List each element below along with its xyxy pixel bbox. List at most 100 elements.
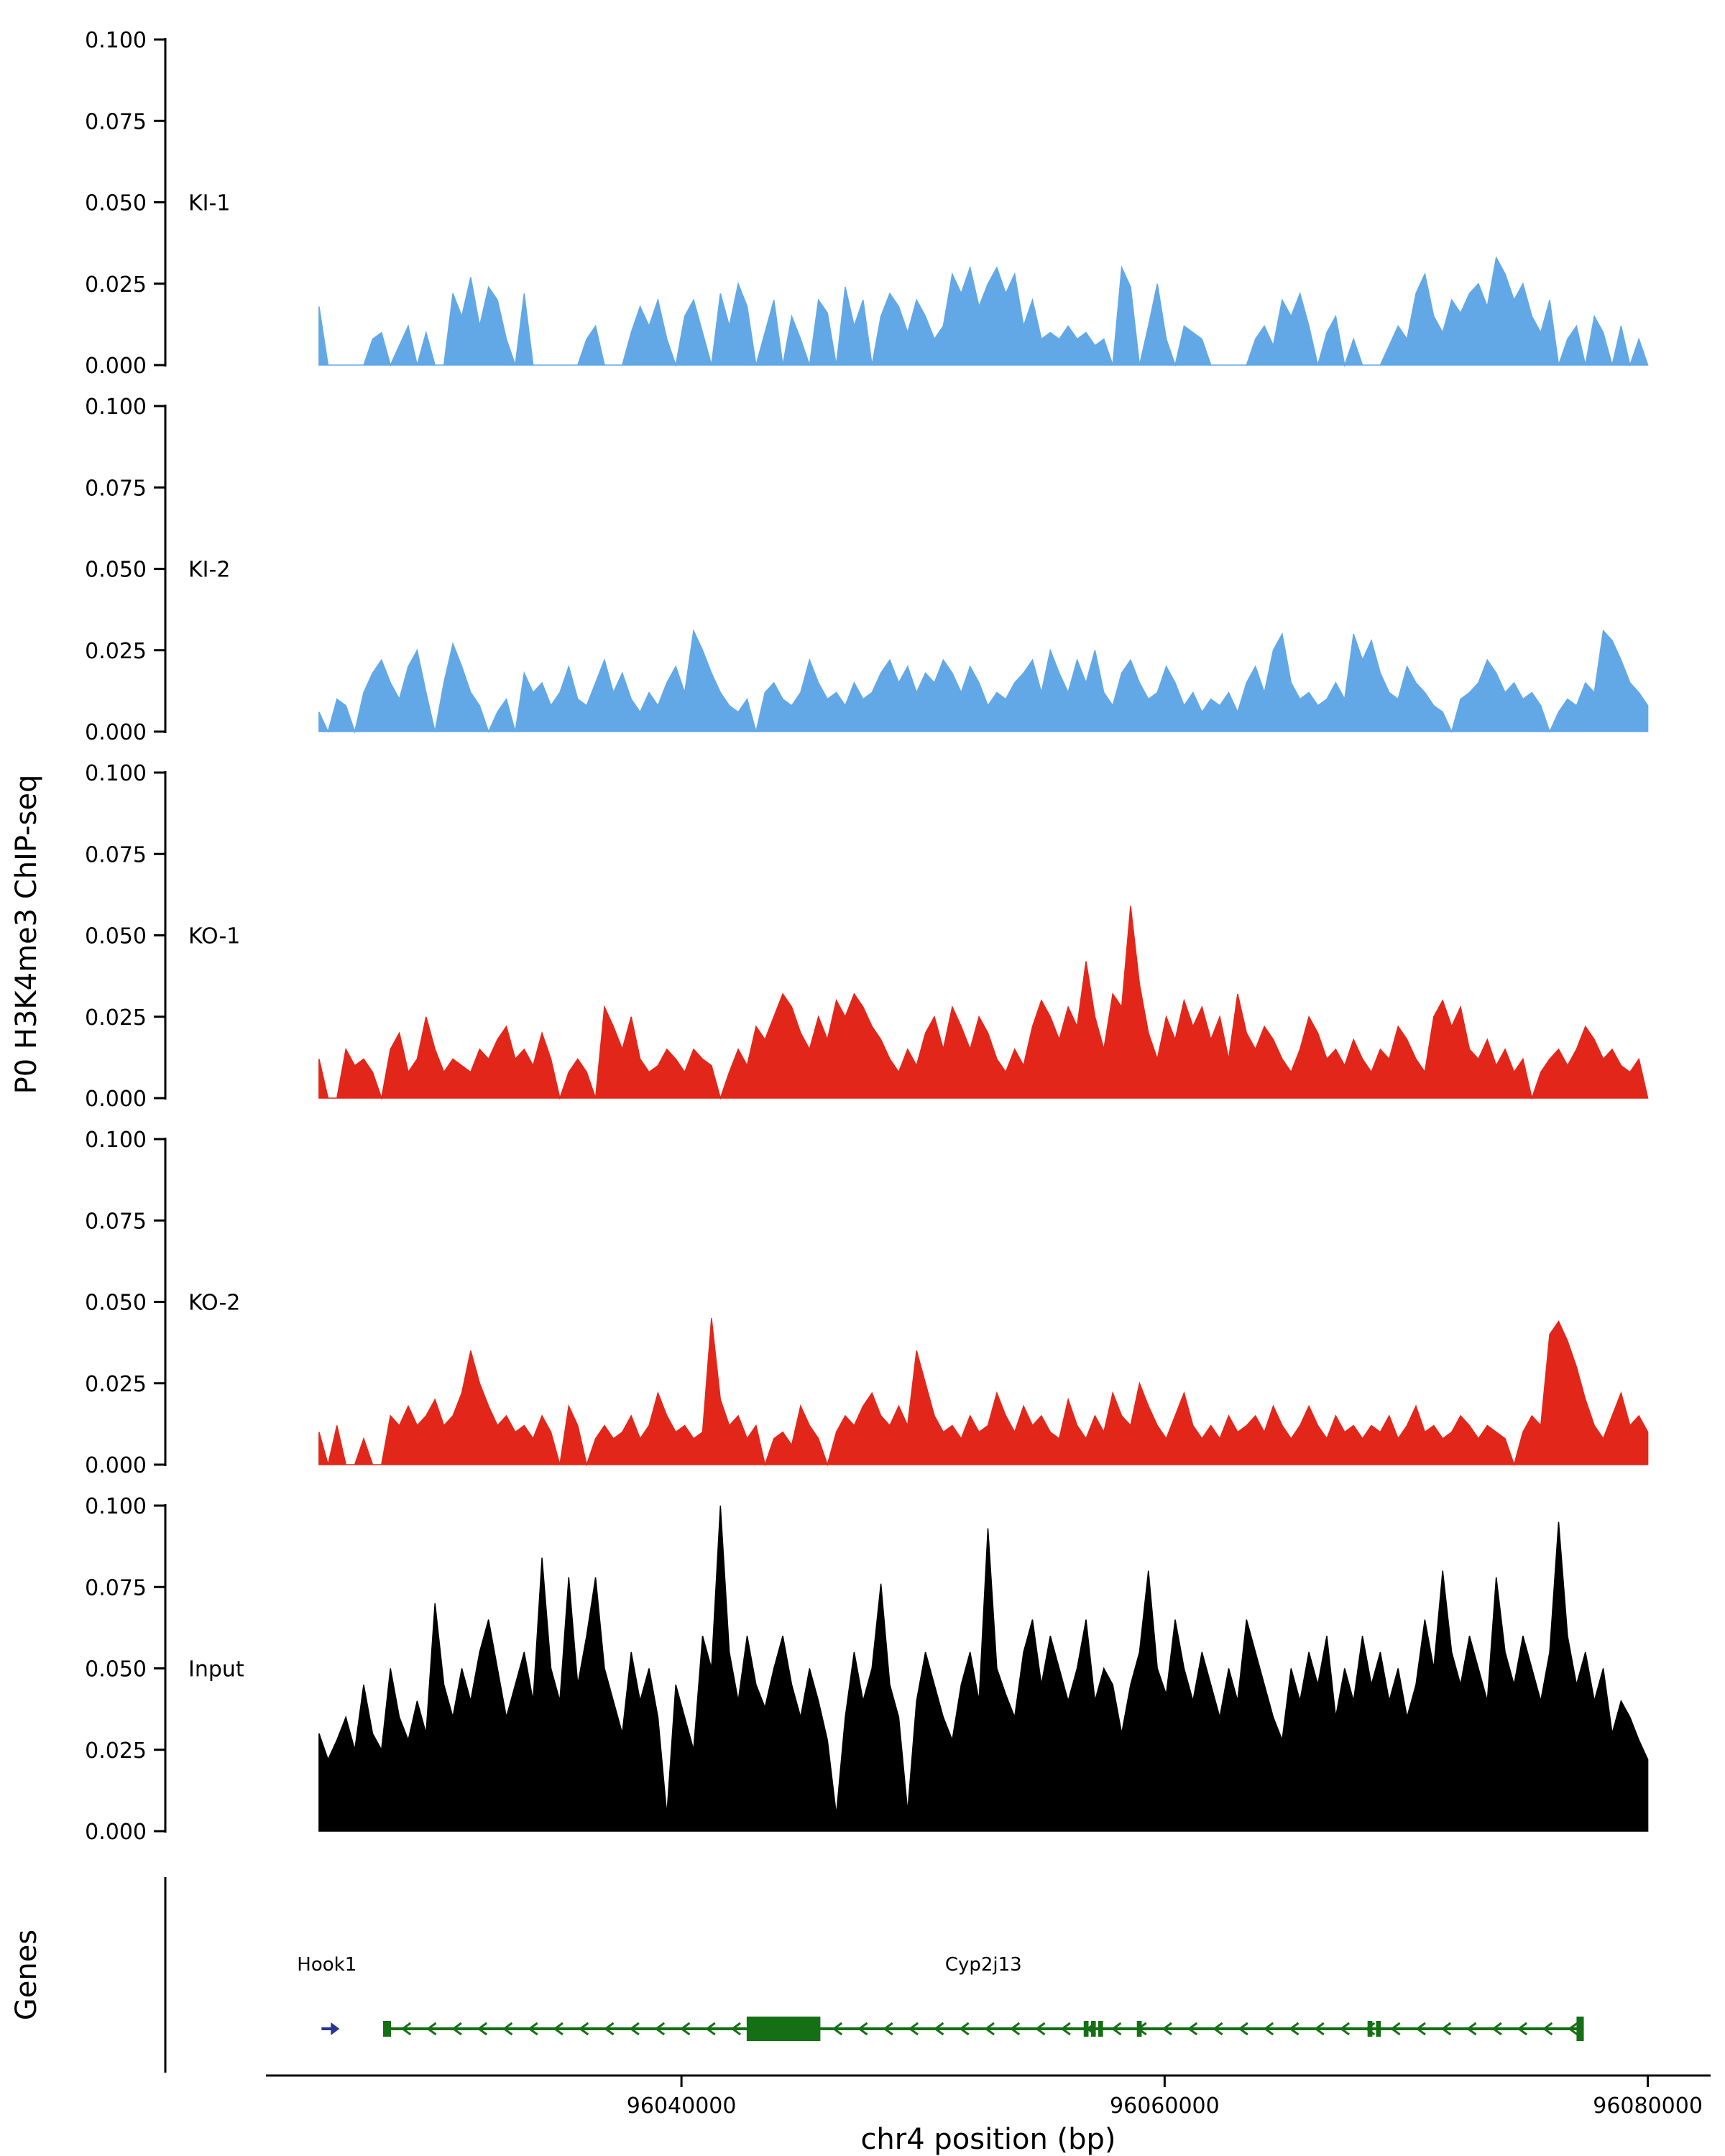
y-tick-label-ko-1: 0.100	[85, 761, 147, 786]
y-tick-label-ki-1: 0.025	[85, 272, 147, 298]
gene-cyp2j13-strand-arrow-icon	[1517, 2022, 1528, 2036]
track-area-ko-2	[318, 1318, 1649, 1467]
gene-cyp2j13-exon-1	[746, 2017, 821, 2041]
y-tick-label-ki-2: 0.025	[85, 639, 147, 664]
gene-cyp2j13-strand-arrow-icon	[1440, 2022, 1452, 2036]
y-tick-label-ki-1: 0.100	[85, 28, 147, 53]
gene-cyp2j13-exon-4	[1098, 2021, 1103, 2037]
gene-cyp2j13-strand-arrow-icon	[1390, 2022, 1401, 2036]
y-tick-label-ki-2: 0.100	[85, 395, 147, 420]
gene-cyp2j13-strand-arrow-icon	[933, 2022, 944, 2036]
y-tick-label-input: 0.050	[85, 1657, 147, 1682]
genes-panel-title: Genes	[10, 1930, 43, 2020]
gene-cyp2j13-strand-arrow-icon	[1009, 2022, 1021, 2036]
track-ki-2: 0.100 0.075 0.050 0.025 0.000 KI-2	[85, 395, 1649, 745]
gene-cyp2j13-exon-0	[383, 2021, 392, 2037]
gene-cyp2j13-strand-arrow-icon	[857, 2022, 868, 2036]
gene-hook1-arrow-icon	[331, 2022, 340, 2035]
gene-cyp2j13-strand-arrow-icon	[1110, 2022, 1122, 2036]
gene-cyp2j13-strand-arrow-icon	[629, 2022, 640, 2036]
gene-cyp2j13-strand-arrow-icon	[679, 2022, 691, 2036]
gene-cyp2j13-strand-arrow-icon	[528, 2022, 538, 2036]
y-tick-label-ki-2: 0.000	[85, 720, 147, 745]
track-area-ki-1	[318, 256, 1649, 367]
x-axis: 96040000 96060000 96080000	[266, 2074, 1711, 2119]
y-tick-label-ko-2: 0.050	[85, 1291, 147, 1316]
gene-cyp2j13-strand-arrow-icon	[477, 2022, 488, 2036]
track-ko-1: 0.100 0.075 0.050 0.025 0.000 KO-1	[85, 761, 1649, 1112]
y-tick-label-ko-2: 0.075	[85, 1209, 147, 1234]
y-tick-label-ko-1: 0.000	[85, 1087, 147, 1112]
y-tick-label-ko-2: 0.100	[85, 1128, 147, 1153]
gene-cyp2j13-strand-arrow-icon	[1288, 2022, 1300, 2036]
gene-cyp2j13-exon-5	[1136, 2021, 1142, 2037]
gene-cyp2j13-strand-arrow-icon	[705, 2022, 716, 2036]
gene-cyp2j13-strand-arrow-icon	[1466, 2022, 1477, 2036]
gene-cyp2j13-strand-arrow-icon	[832, 2022, 843, 2036]
gene-cyp2j13-strand-arrow-icon	[984, 2022, 995, 2036]
track-label-input: Input	[188, 1657, 244, 1682]
gene-cyp2j13-strand-arrow-icon	[400, 2022, 412, 2036]
track-label-ko-1: KO-1	[188, 924, 240, 949]
gene-cyp2j13-strand-arrow-icon	[730, 2022, 741, 2036]
track-label-ko-2: KO-2	[188, 1291, 240, 1316]
gene-cyp2j13-exon-6	[1367, 2021, 1373, 2037]
y-tick-label-input: 0.100	[85, 1494, 147, 1519]
gene-cyp2j13-exon-8	[1576, 2017, 1584, 2041]
track-area-input	[318, 1505, 1649, 1832]
tracks-container: 0.1000.0750.0500.0250.000KI-10.1000.0750…	[85, 28, 1649, 1845]
gene-cyp2j13-strand-arrow-icon	[883, 2022, 893, 2036]
gene-cyp2j13-strand-arrow-icon	[1542, 2022, 1553, 2036]
gene-cyp2j13-exon-7	[1376, 2021, 1381, 2037]
y-tick-label-ki-2: 0.075	[85, 476, 147, 501]
track-ko-2: 0.100 0.075 0.050 0.025 0.000 KO-2	[85, 1128, 1649, 1478]
gene-cyp2j13-strand-arrow-icon	[604, 2022, 615, 2036]
gene-cyp2j13-strand-arrow-icon	[1339, 2022, 1350, 2036]
y-tick-label-ko-1: 0.050	[85, 924, 147, 949]
gene-cyp2j13-strand-arrow-icon	[451, 2022, 462, 2036]
gene-cyp2j13-strand-arrow-icon	[1187, 2022, 1198, 2036]
gene-cyp2j13-strand-arrow-icon	[502, 2022, 513, 2036]
y-tick-label-ki-1: 0.050	[85, 191, 147, 216]
gene-cyp2j13-strand-arrow-icon	[1415, 2022, 1426, 2036]
gene-label-cyp2j13: Cyp2j13	[945, 1954, 1022, 1976]
x-tick-label: 96060000	[1110, 2093, 1220, 2119]
gene-cyp2j13-exon-3	[1090, 2021, 1096, 2037]
gene-label-hook1: Hook1	[297, 1954, 356, 1976]
y-tick-label-ko-1: 0.025	[85, 1005, 147, 1031]
track-area-ko-1	[318, 906, 1649, 1100]
gene-cyp2j13-strand-arrow-icon	[959, 2022, 970, 2036]
y-tick-label-input: 0.025	[85, 1738, 147, 1764]
track-ki-1: 0.100 0.075 0.050 0.025 0.000 KI-1	[85, 28, 1649, 379]
gene-cyp2j13-strand-arrow-icon	[1263, 2022, 1274, 2036]
y-tick-label-ko-1: 0.075	[85, 842, 147, 867]
gene-cyp2j13-strand-arrow-icon	[1035, 2022, 1046, 2036]
y-tick-label-input: 0.075	[85, 1575, 147, 1600]
track-label-ki-2: KI-2	[188, 558, 230, 583]
gene-cyp2j13-strand-arrow-icon	[654, 2022, 666, 2036]
x-axis-title: chr4 position (bp)	[860, 2123, 1116, 2156]
genes-panel: Hook1 Cyp2j13	[164, 1877, 1584, 2073]
track-input: 0.100 0.075 0.050 0.025 0.000 Input	[85, 1494, 1649, 1845]
gene-cyp2j13-strand-arrow-icon	[1060, 2022, 1071, 2036]
track-label-ki-1: KI-1	[188, 191, 230, 216]
gene-cyp2j13-strand-arrow-icon	[1568, 2022, 1578, 2036]
gene-cyp2j13-strand-arrow-icon	[1491, 2022, 1502, 2036]
x-tick-label: 96080000	[1593, 2093, 1703, 2119]
y-tick-label-ki-1: 0.000	[85, 354, 147, 379]
gene-cyp2j13-strand-arrow-icon	[908, 2022, 919, 2036]
y-tick-label-ki-2: 0.050	[85, 558, 147, 583]
x-tick-label: 96040000	[627, 2093, 737, 2119]
gene-cyp2j13-strand-arrow-icon	[426, 2022, 437, 2036]
gene-cyp2j13-strand-arrow-icon	[578, 2022, 589, 2036]
gene-cyp2j13-strand-arrow-icon	[553, 2022, 564, 2036]
gene-cyp2j13-strand-arrow-icon	[1213, 2022, 1223, 2036]
track-area-ki-2	[318, 628, 1649, 734]
y-axis-title: P0 H3K4me3 ChIP-seq	[10, 775, 43, 1095]
y-tick-label-ki-1: 0.075	[85, 109, 147, 134]
gene-cyp2j13-strand-arrow-icon	[1162, 2022, 1172, 2036]
gene-cyp2j13-strand-arrow-icon	[1314, 2022, 1325, 2036]
gene-cyp2j13-exon-2	[1083, 2021, 1089, 2037]
